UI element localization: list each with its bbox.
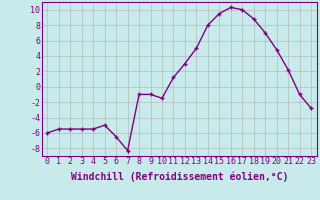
X-axis label: Windchill (Refroidissement éolien,°C): Windchill (Refroidissement éolien,°C) xyxy=(70,172,288,182)
